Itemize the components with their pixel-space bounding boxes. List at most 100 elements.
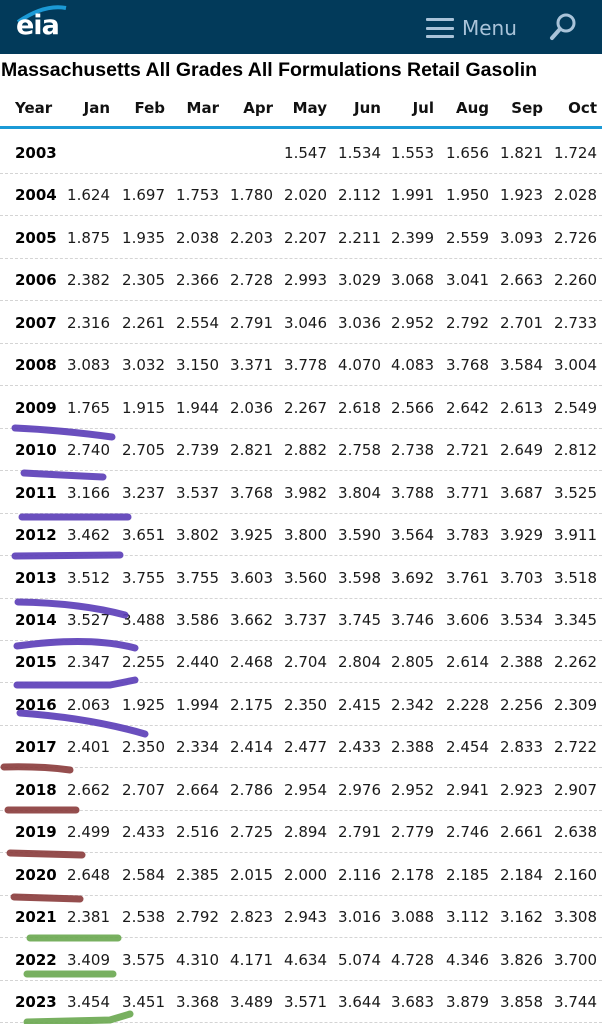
price-cell: 3.687 (500, 483, 543, 502)
price-cell: 2.385 (176, 865, 219, 884)
price-cell: 3.166 (67, 483, 110, 502)
price-cell: 2.112 (338, 186, 381, 205)
column-header-jul: Jul (412, 99, 434, 117)
price-cell: 3.527 (67, 610, 110, 629)
price-cell: 2.705 (122, 441, 165, 460)
column-header-oct: Oct (568, 99, 597, 117)
price-cell: 3.371 (230, 356, 273, 375)
price-cell: 2.882 (284, 441, 327, 460)
year-cell: 2020 (15, 865, 57, 884)
price-cell: 3.016 (338, 908, 381, 927)
price-cell: 1.780 (230, 186, 273, 205)
eia-logo[interactable]: eia (16, 10, 60, 41)
price-cell: 2.661 (500, 823, 543, 842)
table-row: 2004 1.624 1.697 1.753 1.780 2.020 2.112 1.991 1… (0, 173, 602, 217)
price-cell: 1.624 (67, 186, 110, 205)
price-cell: 5.074 (338, 950, 381, 969)
price-cell: 2.262 (554, 653, 597, 672)
column-header-sep: Sep (511, 99, 543, 117)
price-cell: 2.663 (500, 271, 543, 290)
price-cell: 2.739 (176, 441, 219, 460)
price-cell: 3.603 (230, 568, 273, 587)
price-cell: 4.310 (176, 950, 219, 969)
price-cell: 1.553 (391, 144, 434, 162)
price-cell: 2.203 (230, 228, 273, 247)
price-cell: 2.160 (554, 865, 597, 884)
price-cell: 3.564 (391, 526, 434, 545)
menu-button[interactable]: Menu (426, 16, 517, 40)
price-cell: 3.761 (446, 568, 489, 587)
price-cell: 3.662 (230, 610, 273, 629)
price-cell: 3.768 (230, 483, 273, 502)
price-cell: 2.036 (230, 398, 273, 417)
price-cell: 2.261 (122, 313, 165, 332)
search-icon[interactable] (548, 12, 578, 42)
price-cell: 1.697 (122, 186, 165, 205)
table-row: 2003 1.547 1.534 1.553 1.656 1.821 1.724 (0, 131, 602, 174)
price-cell: 3.032 (122, 356, 165, 375)
price-cell: 2.733 (554, 313, 597, 332)
price-cell: 3.525 (554, 483, 597, 502)
price-cell: 2.649 (500, 441, 543, 460)
price-cell: 3.783 (446, 526, 489, 545)
table-row: 2012 3.462 3.651 3.802 3.925 3.800 3.590 3.564 3… (0, 513, 602, 557)
table-row: 2007 2.316 2.261 2.554 2.791 3.046 3.036 2.952 2… (0, 301, 602, 344)
price-cell: 2.388 (500, 653, 543, 672)
year-cell: 2010 (15, 441, 57, 460)
price-cell: 2.255 (122, 653, 165, 672)
price-cell: 3.409 (67, 950, 110, 969)
price-cell: 2.907 (554, 780, 597, 799)
price-cell: 3.804 (338, 483, 381, 502)
price-cell: 2.366 (176, 271, 219, 290)
price-cell: 3.518 (554, 568, 597, 587)
price-cell: 2.954 (284, 780, 327, 799)
price-cell: 3.703 (500, 568, 543, 587)
price-cell: 2.725 (230, 823, 273, 842)
price-cell: 2.559 (446, 228, 489, 247)
year-cell: 2004 (15, 186, 57, 205)
price-cell: 2.499 (67, 823, 110, 842)
price-cell: 2.779 (391, 823, 434, 842)
column-header-jun: Jun (354, 99, 381, 117)
price-cell: 2.613 (500, 398, 543, 417)
column-header-jan: Jan (83, 99, 110, 117)
price-cell: 3.651 (122, 526, 165, 545)
page-title: Massachusetts All Grades All Formulation… (1, 59, 538, 81)
table-row: 2013 3.512 3.755 3.755 3.603 3.560 3.598 3.692 3… (0, 556, 602, 599)
price-cell: 3.737 (284, 610, 327, 629)
price-cell: 3.345 (554, 610, 597, 629)
price-cell: 2.549 (554, 398, 597, 417)
price-cell: 2.260 (554, 271, 597, 290)
year-cell: 2009 (15, 398, 57, 417)
price-cell: 2.728 (230, 271, 273, 290)
table-row: 2014 3.527 3.488 3.586 3.662 3.737 3.745 3.746 3… (0, 598, 602, 641)
price-cell: 2.638 (554, 823, 597, 842)
year-cell: 2012 (15, 526, 57, 545)
price-cell: 2.738 (391, 441, 434, 460)
table-row: 2017 2.401 2.350 2.334 2.414 2.477 2.433 2.388 2… (0, 725, 602, 769)
column-header-aug: Aug (455, 99, 489, 117)
column-header-year: Year (15, 99, 53, 117)
price-cell: 2.414 (230, 738, 273, 757)
price-cell: 3.755 (176, 568, 219, 587)
table-row: 2008 3.083 3.032 3.150 3.371 3.778 4.070 4.083 3… (0, 343, 602, 387)
price-cell: 3.068 (391, 271, 434, 290)
price-cell: 3.041 (446, 271, 489, 290)
price-cell: 2.823 (230, 908, 273, 927)
price-cell: 3.046 (284, 313, 327, 332)
price-cell: 3.700 (554, 950, 597, 969)
price-cell: 1.547 (284, 144, 327, 162)
price-cell: 3.586 (176, 610, 219, 629)
price-cell: 2.701 (500, 313, 543, 332)
price-cell: 3.606 (446, 610, 489, 629)
price-cell: 4.634 (284, 950, 327, 969)
price-cell: 2.350 (122, 738, 165, 757)
price-cell: 2.805 (391, 653, 434, 672)
price-cell: 3.083 (67, 356, 110, 375)
price-cell: 2.758 (338, 441, 381, 460)
year-cell: 2019 (15, 823, 57, 842)
price-cell: 2.256 (500, 695, 543, 714)
price-cell: 3.512 (67, 568, 110, 587)
price-cell: 3.778 (284, 356, 327, 375)
price-cell: 3.745 (338, 610, 381, 629)
